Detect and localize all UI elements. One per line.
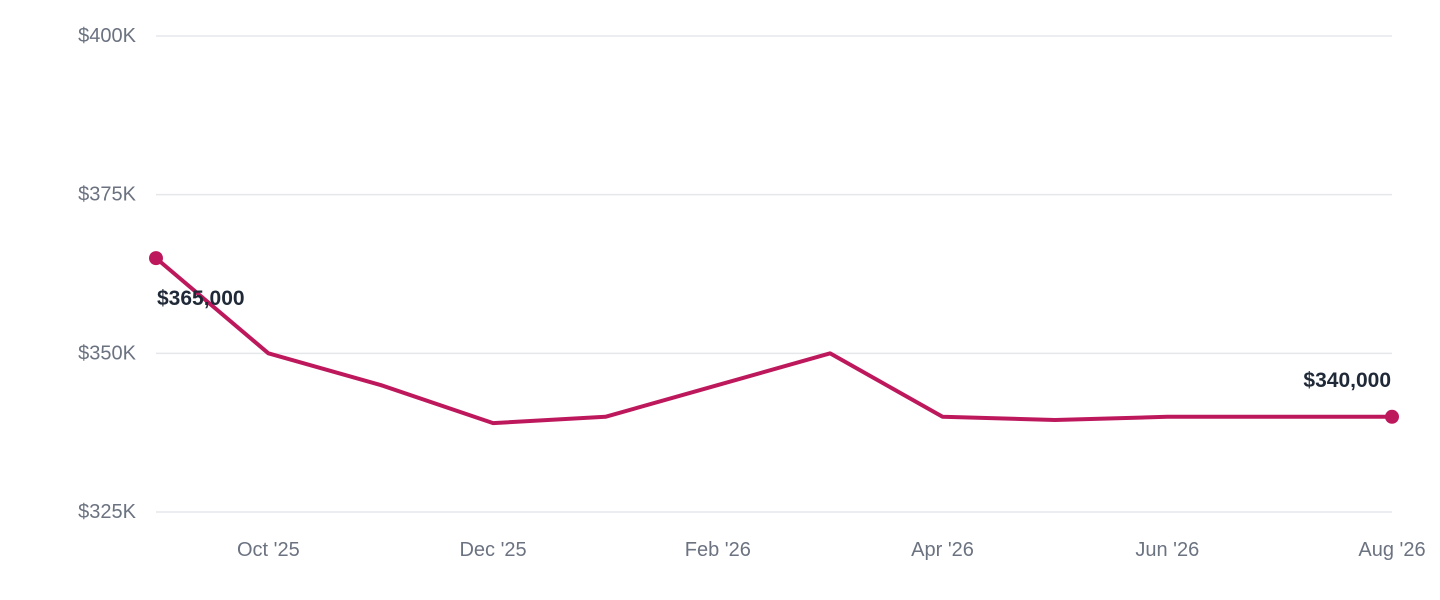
x-tick-label: Oct '25: [237, 539, 300, 561]
y-tick-label: $325K: [78, 501, 136, 523]
y-tick-label: $400K: [78, 25, 136, 47]
x-tick-label: Apr '26: [911, 539, 974, 561]
grid-lines: [156, 35, 1392, 513]
data-point-marker: [1385, 409, 1399, 424]
series-line: [154, 256, 1394, 426]
x-tick-label: Jun '26: [1135, 539, 1199, 561]
data-point-marker: [149, 251, 163, 266]
x-tick-label: Feb '26: [685, 539, 751, 561]
data-label: $340,000: [1303, 369, 1391, 392]
data-label: $365,000: [157, 287, 245, 310]
y-tick-label: $350K: [78, 342, 136, 364]
data-labels: $365,000 $340,000: [157, 287, 1391, 392]
y-axis-ticks: $400K $375K $350K $325K: [78, 25, 136, 523]
x-axis-ticks: Oct '25 Dec '25 Feb '26 Apr '26 Jun '26 Aug '…: [237, 539, 1426, 561]
x-tick-label: Dec '25: [459, 539, 526, 561]
x-tick-label: Aug '26: [1358, 539, 1425, 561]
series-group: [149, 251, 1399, 426]
y-tick-label: $375K: [78, 184, 136, 206]
